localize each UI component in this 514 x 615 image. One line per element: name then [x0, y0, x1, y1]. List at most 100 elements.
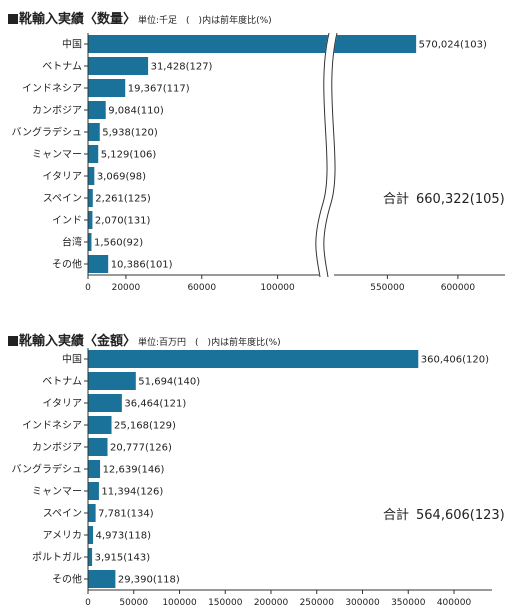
category-label: その他	[52, 573, 82, 586]
bar	[88, 372, 136, 390]
chart-title-quantity: 靴輸入実績〈数量〉 単位:千足 ( )内は前年度比(%)	[8, 8, 272, 27]
value-label: 36,464(121)	[124, 399, 186, 410]
bar	[88, 482, 99, 500]
bar	[88, 189, 93, 207]
category-label: イタリア	[42, 171, 82, 183]
value-label: 2,070(131)	[95, 216, 151, 227]
category-label: スペイン	[43, 194, 82, 205]
value-label: 3,915(143)	[95, 553, 151, 564]
bar	[88, 167, 95, 185]
category-label: ミャンマー	[32, 150, 82, 161]
value-label: 12,639(146)	[103, 465, 165, 476]
chart-title-text: 靴輸入実績〈金額〉	[19, 334, 137, 349]
bar	[88, 101, 106, 119]
value-label: 31,428(127)	[151, 62, 213, 73]
quantity-chart-plot: 合計 660,322(105) 中国 570,024(103) ベトナム 31,428…	[12, 31, 505, 293]
category-label: 台湾	[62, 236, 82, 249]
value-label: 1,560(92)	[94, 238, 143, 249]
value-label: 5,938(120)	[102, 128, 158, 139]
x-tick-label: 50000	[119, 598, 148, 608]
x-tick-label: 60000	[187, 283, 216, 293]
x-tick-label: 600000	[441, 283, 476, 293]
category-label: ポルトガル	[32, 552, 82, 564]
bar	[88, 123, 100, 141]
unit-note: 単位:百万円 ( )内は前年度比(%)	[138, 338, 281, 348]
value-label: 9,084(110)	[108, 106, 164, 117]
value-label: 25,168(129)	[114, 421, 176, 432]
category-label: ベトナム	[42, 61, 82, 73]
category-label: バングラデシュ	[12, 126, 83, 139]
category-label: バングラデシュ	[12, 463, 83, 476]
value-label: 3,069(98)	[97, 172, 146, 183]
bar	[88, 35, 417, 53]
x-tick-label: 20000	[112, 283, 141, 293]
bar	[88, 233, 92, 251]
category-label: インドネシア	[22, 420, 82, 432]
axis-break-line	[315, 32, 330, 278]
value-label: 4,973(118)	[96, 531, 152, 542]
axis-break-line	[323, 32, 338, 278]
bar	[88, 350, 419, 368]
bar	[88, 394, 122, 412]
bar	[88, 79, 126, 97]
bar	[88, 145, 99, 163]
bar	[88, 57, 149, 75]
x-tick-label: 550000	[370, 283, 405, 293]
value-label: 360,406(120)	[421, 355, 489, 366]
x-tick-label: 200000	[254, 598, 289, 608]
category-label: アメリカ	[43, 530, 83, 542]
x-tick-label: 100000	[162, 598, 197, 608]
bar	[88, 255, 109, 273]
amount-chart: 靴輸入実績〈金額〉 単位:百万円 ( )内は前年度比(%) 合計 564,606(…	[0, 322, 514, 612]
total-label: 合計	[383, 507, 409, 523]
bar	[88, 460, 101, 478]
x-tick-label: 400000	[437, 598, 472, 608]
value-label: 19,367(117)	[128, 84, 190, 95]
category-label: 中国	[62, 353, 82, 366]
value-label: 29,390(118)	[118, 575, 180, 586]
title-square-icon	[8, 14, 18, 24]
category-label: ベトナム	[42, 376, 82, 388]
value-label: 51,694(140)	[138, 377, 200, 388]
x-tick-label: 150000	[208, 598, 243, 608]
amount-chart-plot: 合計 564,606(123) 中国 360,406(120) ベトナム 51,694…	[12, 348, 505, 608]
category-label: その他	[52, 258, 82, 271]
chart-title-amount: 靴輸入実績〈金額〉 単位:百万円 ( )内は前年度比(%)	[8, 330, 281, 349]
category-label: イタリア	[42, 398, 82, 410]
total-label: 合計	[383, 191, 409, 207]
bar	[88, 570, 116, 588]
total-value: 564,606(123)	[416, 508, 505, 523]
category-label: ミャンマー	[32, 487, 82, 498]
category-label: カンボジア	[32, 105, 82, 117]
x-tick-label: 250000	[300, 598, 335, 608]
bar	[88, 211, 93, 229]
x-tick-label: 100000	[260, 283, 295, 293]
value-label: 570,024(103)	[419, 40, 487, 51]
category-label: インドネシア	[22, 83, 82, 95]
value-label: 11,394(126)	[101, 487, 163, 498]
value-label: 5,129(106)	[101, 150, 157, 161]
bar	[88, 526, 94, 544]
value-label: 7,781(134)	[98, 509, 154, 520]
value-label: 2,261(125)	[95, 194, 151, 205]
axis-break-gap	[315, 31, 338, 278]
bar	[88, 548, 93, 566]
title-square-icon	[8, 336, 18, 346]
bar	[88, 438, 108, 456]
x-tick-label: 300000	[345, 598, 380, 608]
x-tick-label: 350000	[391, 598, 426, 608]
value-label: 10,386(101)	[111, 260, 173, 271]
chart-title-text: 靴輸入実績〈数量〉	[19, 12, 137, 27]
unit-note: 単位:千足 ( )内は前年度比(%)	[138, 16, 272, 26]
quantity-chart: 靴輸入実績〈数量〉 単位:千足 ( )内は前年度比(%) 合計 660,322(1…	[0, 0, 514, 300]
category-label: スペイン	[43, 509, 82, 520]
x-tick-label: 0	[85, 598, 91, 608]
category-label: カンボジア	[32, 442, 82, 454]
bar	[88, 416, 112, 434]
category-label: 中国	[62, 38, 82, 51]
value-label: 20,777(126)	[110, 443, 172, 454]
category-label: インド	[52, 216, 82, 227]
bar	[88, 504, 96, 522]
total-value: 660,322(105)	[416, 192, 505, 207]
x-tick-label: 0	[85, 283, 91, 293]
